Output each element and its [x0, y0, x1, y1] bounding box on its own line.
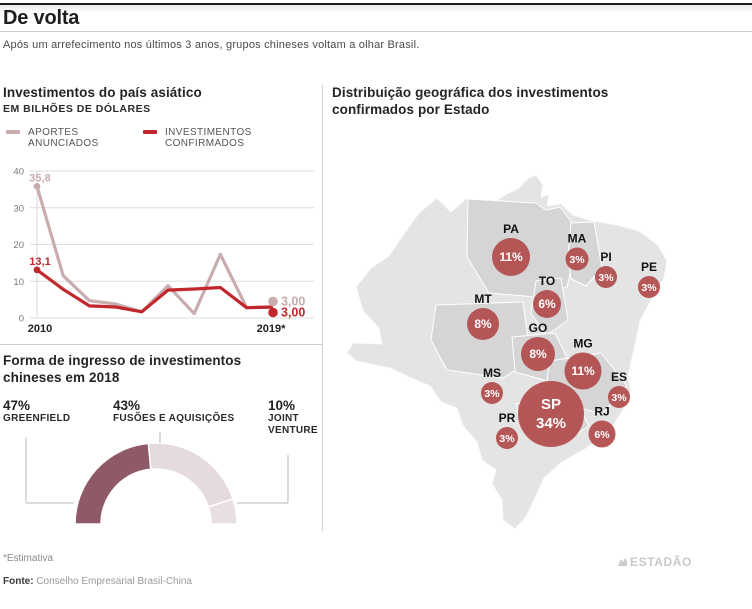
brazil-bubble-map: PA 11% MA 3% PI 3% PE 3% TO 6% MT 8% GO 8% MG 11% MS 3% ES… [346, 174, 668, 530]
estadao-logo-text: ESTADÃO [630, 555, 692, 569]
joint-venture-name: JOINT VENTURE [268, 413, 318, 436]
map-bubble-pa [492, 238, 530, 276]
line-chart-unit: EM BILHÕES DE DÓLARES [3, 103, 151, 115]
map-bubble-state-pa: PA [503, 222, 519, 236]
joint-venture-pct: 10% [268, 398, 296, 413]
map-bubble-value-pa: 11% [499, 250, 523, 264]
map-bubble-state-sp: SP [541, 396, 561, 413]
last-point-label: 3,00 [281, 306, 305, 320]
map-bubble-state-ms: MS [483, 366, 501, 380]
map-bubble-value-ma: 3% [569, 254, 585, 266]
map-bubble-value-sp: 34% [536, 415, 566, 432]
map-bubble-state-pe: PE [641, 260, 657, 274]
map-bubble-state-es: ES [611, 370, 627, 384]
first-point-label: 13,1 [29, 256, 50, 268]
donut-slice-joint-venture [207, 498, 238, 525]
legend-swatch-confirmed [143, 130, 157, 134]
map-bubble-go [521, 337, 555, 371]
greenfield-pct: 47% [3, 398, 31, 413]
donut-chart [25, 432, 289, 525]
bubble-layer: PA 11% MA 3% PI 3% PE 3% TO 6% MT 8% GO 8% MG 11% MS 3% ES… [467, 222, 660, 449]
map-bubble-ms [481, 382, 503, 404]
donut-slice-greenfield [74, 442, 152, 525]
title-divider [0, 31, 752, 32]
line-chart-title: Investimentos do país asiático [3, 85, 202, 100]
y-tick-label: 20 [13, 240, 24, 251]
fusoes-pct: 43% [113, 398, 141, 413]
page-title: De volta [3, 7, 80, 29]
map-bubble-value-to: 6% [538, 297, 556, 311]
map-bubble-value-go: 8% [529, 347, 547, 361]
last-point-label: 3,00 [281, 295, 305, 309]
map-bubble-rj [588, 420, 616, 448]
x-tick-last: 2019* [257, 323, 286, 335]
series-line-confirmados [36, 268, 273, 314]
legend-swatch-announced [6, 130, 20, 134]
map-bubble-value-pe: 3% [641, 282, 657, 294]
map-bubble-value-rj: 6% [594, 429, 610, 441]
map-bubble-es [608, 386, 630, 408]
map-bubble-value-pi: 3% [598, 272, 614, 284]
first-point-label: 35,8 [29, 172, 50, 184]
map-bubble-value-mt: 8% [474, 317, 492, 331]
state-mt-shape [430, 301, 532, 379]
donut-label-fusoes: 43% FUSÕES E AQUISIÇÕES [113, 398, 234, 425]
map-bubble-pr [496, 427, 518, 449]
map-bubble-state-mg: MG [573, 337, 592, 351]
map-bubble-value-ms: 3% [484, 388, 500, 400]
map-bubble-value-es: 3% [611, 392, 627, 404]
fusoes-name: FUSÕES E AQUISIÇÕES [113, 413, 235, 424]
map-bubble-mt [467, 308, 499, 340]
source-text: Conselho Empresarial Brasil-China [36, 576, 192, 587]
legend-item-announced: APORTES ANUNCIADOS [6, 127, 126, 149]
legend-label-confirmed: INVESTIMENTOS CONFIRMADOS [165, 127, 252, 149]
map-bubble-pe [638, 276, 660, 298]
estadao-logo-mark-icon [618, 557, 627, 566]
donut-slice-fus-es-e-aquisi-es [147, 442, 234, 508]
line-chart: 0 10 20 30 40 35,8 3,00 13,1 3,00 2010 2019* [13, 167, 314, 335]
donut-label-greenfield: 47% GREENFIELD [3, 398, 70, 425]
map-bubble-state-rj: RJ [594, 405, 609, 419]
y-tick-label: 10 [13, 277, 24, 288]
map-bubble-state-pi: PI [600, 250, 611, 264]
column-divider [322, 85, 323, 531]
series-line-anunciados [35, 185, 273, 316]
legend-item-confirmed: INVESTIMENTOS CONFIRMADOS [143, 127, 283, 149]
map-bubble-state-pr: PR [499, 411, 516, 425]
first-point-dot [33, 266, 41, 274]
map-bubble-state-go: GO [529, 321, 548, 335]
donut-chart-title: Forma de ingresso de investimentos chine… [3, 353, 242, 385]
legend-label-announced: APORTES ANUNCIADOS [28, 127, 99, 149]
estimate-note: *Estimativa [3, 553, 54, 564]
map-bubble-to [533, 290, 561, 318]
y-tick-label: 40 [13, 167, 24, 178]
donut-label-joint-venture: 10% JOINT VENTURE [268, 398, 318, 437]
map-bubble-ma [565, 247, 589, 271]
source-line: Fonte: Conselho Empresarial Brasil-China [3, 576, 192, 587]
top-border-shade [0, 5, 752, 13]
top-border [0, 3, 752, 5]
map-bubble-mg [564, 352, 602, 390]
section-divider [0, 344, 322, 345]
last-point-dot [268, 296, 278, 307]
last-point-dot [268, 307, 278, 318]
greenfield-name: GREENFIELD [3, 413, 71, 424]
x-tick-first: 2010 [28, 323, 52, 335]
estadao-logo: ESTADÃO [617, 555, 692, 569]
map-bubble-state-ma: MA [568, 232, 587, 246]
y-tick-label: 30 [13, 203, 24, 214]
map-bubble-value-mg: 11% [571, 364, 595, 378]
map-bubble-state-mt: MT [474, 292, 492, 306]
map-bubble-sp [518, 381, 584, 447]
page-subtitle: Após um arrefecimento nos últimos 3 anos… [3, 39, 420, 51]
map-title: Distribuição geográfica dos investimento… [332, 85, 609, 117]
first-point-dot [33, 183, 41, 190]
source-label: Fonte: [3, 576, 34, 587]
map-bubble-pi [595, 266, 617, 288]
y-tick-label: 0 [19, 314, 24, 325]
map-bubble-value-pr: 3% [499, 433, 515, 445]
map-bubble-state-to: TO [539, 274, 555, 288]
